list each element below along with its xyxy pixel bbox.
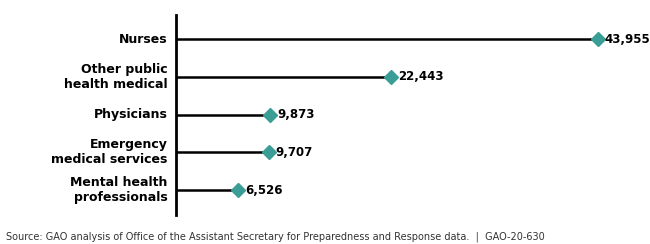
Text: Physicians: Physicians xyxy=(94,108,168,121)
Text: 9,873: 9,873 xyxy=(277,108,315,121)
Text: Emergency
medical services: Emergency medical services xyxy=(51,138,168,166)
Text: Mental health
professionals: Mental health professionals xyxy=(70,176,168,204)
Text: 22,443: 22,443 xyxy=(398,71,443,83)
Text: 6,526: 6,526 xyxy=(245,184,283,197)
Text: 9,707: 9,707 xyxy=(276,146,313,159)
Text: 43,955: 43,955 xyxy=(605,33,650,46)
Text: Other public
health medical: Other public health medical xyxy=(64,63,168,91)
Text: Nurses: Nurses xyxy=(119,33,168,46)
Text: Source: GAO analysis of Office of the Assistant Secretary for Preparedness and R: Source: GAO analysis of Office of the As… xyxy=(6,231,545,242)
